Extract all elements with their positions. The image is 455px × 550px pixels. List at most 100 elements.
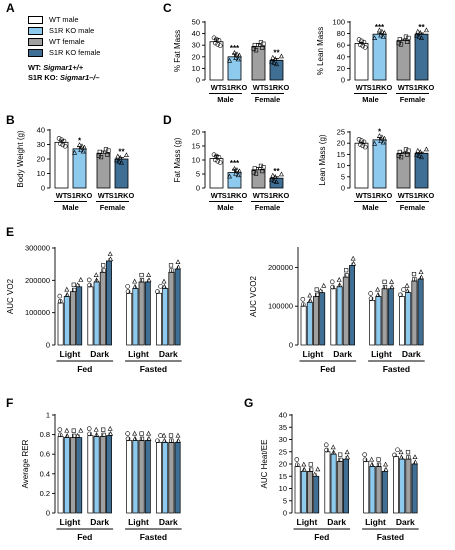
data-point bbox=[71, 428, 76, 433]
y-tick-label: 5 bbox=[196, 170, 200, 179]
data-point bbox=[117, 154, 123, 160]
data-point bbox=[168, 433, 174, 438]
significance-label: ** bbox=[118, 148, 125, 157]
data-point bbox=[139, 272, 144, 278]
bar bbox=[330, 288, 337, 346]
data-point bbox=[234, 167, 240, 172]
y-tick-label: 30 bbox=[37, 140, 45, 149]
data-point bbox=[214, 153, 219, 159]
bar bbox=[63, 296, 70, 346]
data-point bbox=[272, 56, 278, 61]
bar bbox=[363, 461, 370, 514]
bar bbox=[330, 453, 337, 514]
data-point bbox=[398, 155, 404, 160]
data-point bbox=[344, 268, 349, 273]
data-point bbox=[416, 153, 422, 158]
data-point bbox=[392, 452, 397, 458]
data-point bbox=[362, 45, 368, 50]
y-tick-label: 20 bbox=[192, 52, 200, 61]
group-label: Female bbox=[100, 203, 125, 212]
data-point bbox=[86, 426, 92, 431]
bar bbox=[313, 296, 319, 346]
bar bbox=[87, 286, 94, 346]
y-tick-label: 200000 bbox=[268, 263, 293, 272]
legend-swatch-wt-female bbox=[28, 37, 43, 46]
x-tick-label: WT bbox=[356, 83, 368, 92]
legend-swatch-ko-male bbox=[28, 26, 43, 35]
data-point bbox=[403, 34, 409, 39]
bar bbox=[93, 281, 100, 346]
data-point bbox=[395, 447, 400, 453]
data-point bbox=[418, 274, 424, 280]
bar bbox=[393, 456, 399, 514]
legend-item: S1R KO female bbox=[28, 47, 178, 58]
data-point bbox=[175, 437, 181, 443]
y-tick-label: 30 bbox=[279, 435, 287, 444]
x-tick-label: Dark bbox=[396, 517, 415, 527]
data-point bbox=[119, 160, 124, 165]
data-point bbox=[368, 296, 374, 301]
bar bbox=[138, 440, 145, 514]
y-tick-label: 0 bbox=[341, 76, 345, 85]
data-point bbox=[61, 138, 67, 144]
data-point bbox=[251, 46, 256, 52]
bar bbox=[306, 301, 313, 346]
data-point bbox=[77, 142, 82, 147]
data-point bbox=[161, 278, 167, 284]
data-point bbox=[155, 438, 160, 444]
data-point bbox=[361, 139, 367, 145]
data-point bbox=[260, 45, 265, 50]
data-point bbox=[396, 41, 401, 46]
bar bbox=[369, 466, 376, 514]
data-point bbox=[236, 52, 242, 58]
bar bbox=[300, 471, 307, 514]
bar bbox=[138, 281, 145, 346]
data-point bbox=[116, 158, 122, 164]
y-axis-label: Lean Mass (g) bbox=[318, 134, 327, 185]
significance-label: * bbox=[78, 137, 82, 146]
data-point bbox=[132, 430, 138, 436]
data-point bbox=[57, 427, 63, 432]
data-point bbox=[227, 57, 233, 63]
x-tick-label: Light bbox=[365, 517, 386, 527]
data-point bbox=[405, 39, 410, 44]
group-label: Fed bbox=[314, 532, 329, 542]
bar bbox=[126, 292, 133, 346]
bar bbox=[343, 458, 349, 514]
bar bbox=[144, 440, 151, 514]
bar bbox=[227, 56, 242, 81]
data-point bbox=[252, 166, 257, 171]
x-tick-label: Light bbox=[60, 349, 81, 359]
data-point bbox=[103, 147, 109, 152]
data-point bbox=[169, 438, 174, 443]
data-point bbox=[106, 148, 111, 153]
data-point bbox=[158, 284, 163, 289]
y-tick-label: 15 bbox=[279, 472, 287, 481]
y-tick-label: 0.8 bbox=[40, 430, 50, 439]
data-point bbox=[269, 58, 275, 64]
y-tick-label: 40 bbox=[279, 411, 287, 420]
data-point bbox=[114, 157, 120, 163]
data-point bbox=[132, 283, 138, 289]
genotype-ko-prefix: S1R KO: bbox=[28, 73, 61, 82]
data-point bbox=[125, 436, 131, 442]
y-tick-label: 15 bbox=[337, 150, 345, 159]
y-axis-label: % Lean Mass bbox=[316, 27, 325, 75]
y-tick-label: 20 bbox=[279, 460, 287, 469]
bar bbox=[300, 305, 307, 346]
data-point bbox=[123, 152, 129, 157]
data-point bbox=[270, 172, 276, 178]
data-point bbox=[108, 431, 114, 436]
legend-label: S1R KO male bbox=[49, 26, 95, 35]
data-point bbox=[330, 444, 336, 450]
group-label: Fed bbox=[77, 364, 92, 374]
data-point bbox=[269, 176, 275, 182]
bar bbox=[387, 288, 394, 346]
legend-label: S1R KO female bbox=[49, 48, 101, 57]
data-point bbox=[398, 449, 404, 455]
bar bbox=[375, 296, 382, 346]
data-point bbox=[330, 284, 335, 290]
significance-label: *** bbox=[375, 23, 385, 32]
genotype-wt: Sigmar1+/+ bbox=[43, 63, 84, 72]
data-point bbox=[411, 271, 417, 277]
